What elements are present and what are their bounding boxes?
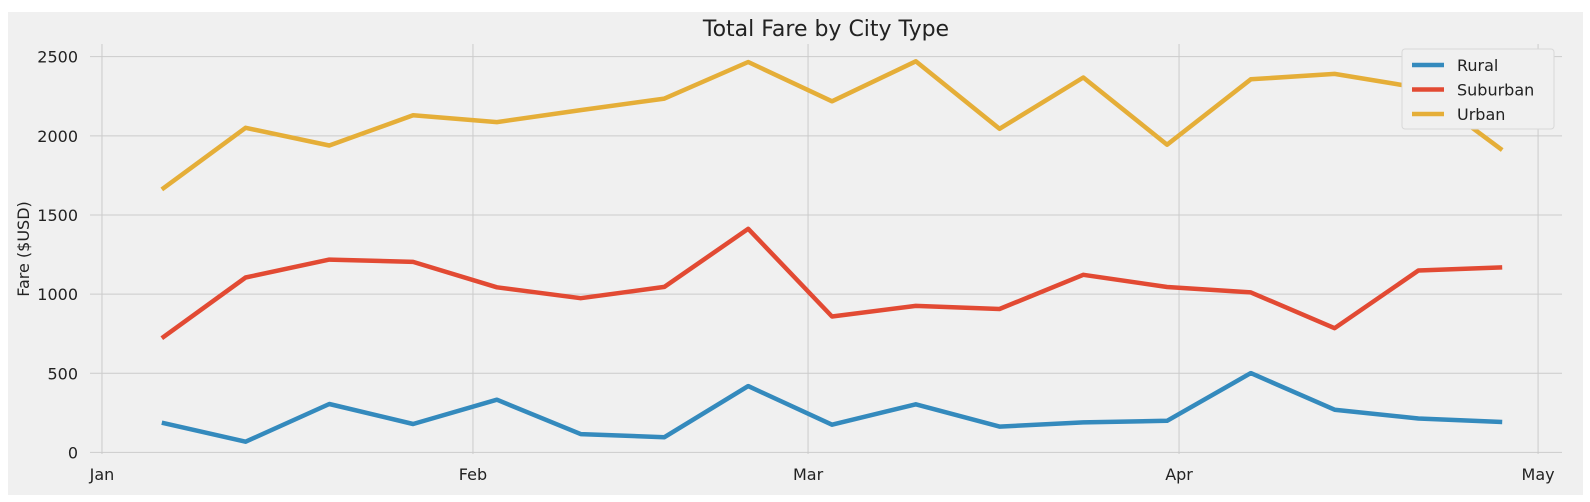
plot-area xyxy=(90,44,1562,454)
y-tick-label: 2000 xyxy=(37,127,78,146)
y-axis-label: Fare ($USD) xyxy=(14,201,33,297)
chart-title: Total Fare by City Type xyxy=(702,17,949,42)
y-tick-label: 2500 xyxy=(37,48,78,67)
legend-label-suburban: Suburban xyxy=(1457,81,1534,100)
legend-label-rural: Rural xyxy=(1457,56,1498,75)
legend-label-urban: Urban xyxy=(1457,105,1505,124)
x-tick-label: Apr xyxy=(1165,465,1193,484)
x-tick-label: Mar xyxy=(793,465,824,484)
y-tick-label: 1000 xyxy=(37,285,78,304)
y-tick-label: 0 xyxy=(68,443,78,462)
x-tick-label: Feb xyxy=(459,465,487,484)
x-tick-label: Jan xyxy=(89,465,115,484)
x-tick-label: May xyxy=(1522,465,1555,484)
legend: Rural Suburban Urban xyxy=(1402,49,1554,129)
y-tick-label: 500 xyxy=(47,364,78,383)
y-tick-label: 1500 xyxy=(37,206,78,225)
